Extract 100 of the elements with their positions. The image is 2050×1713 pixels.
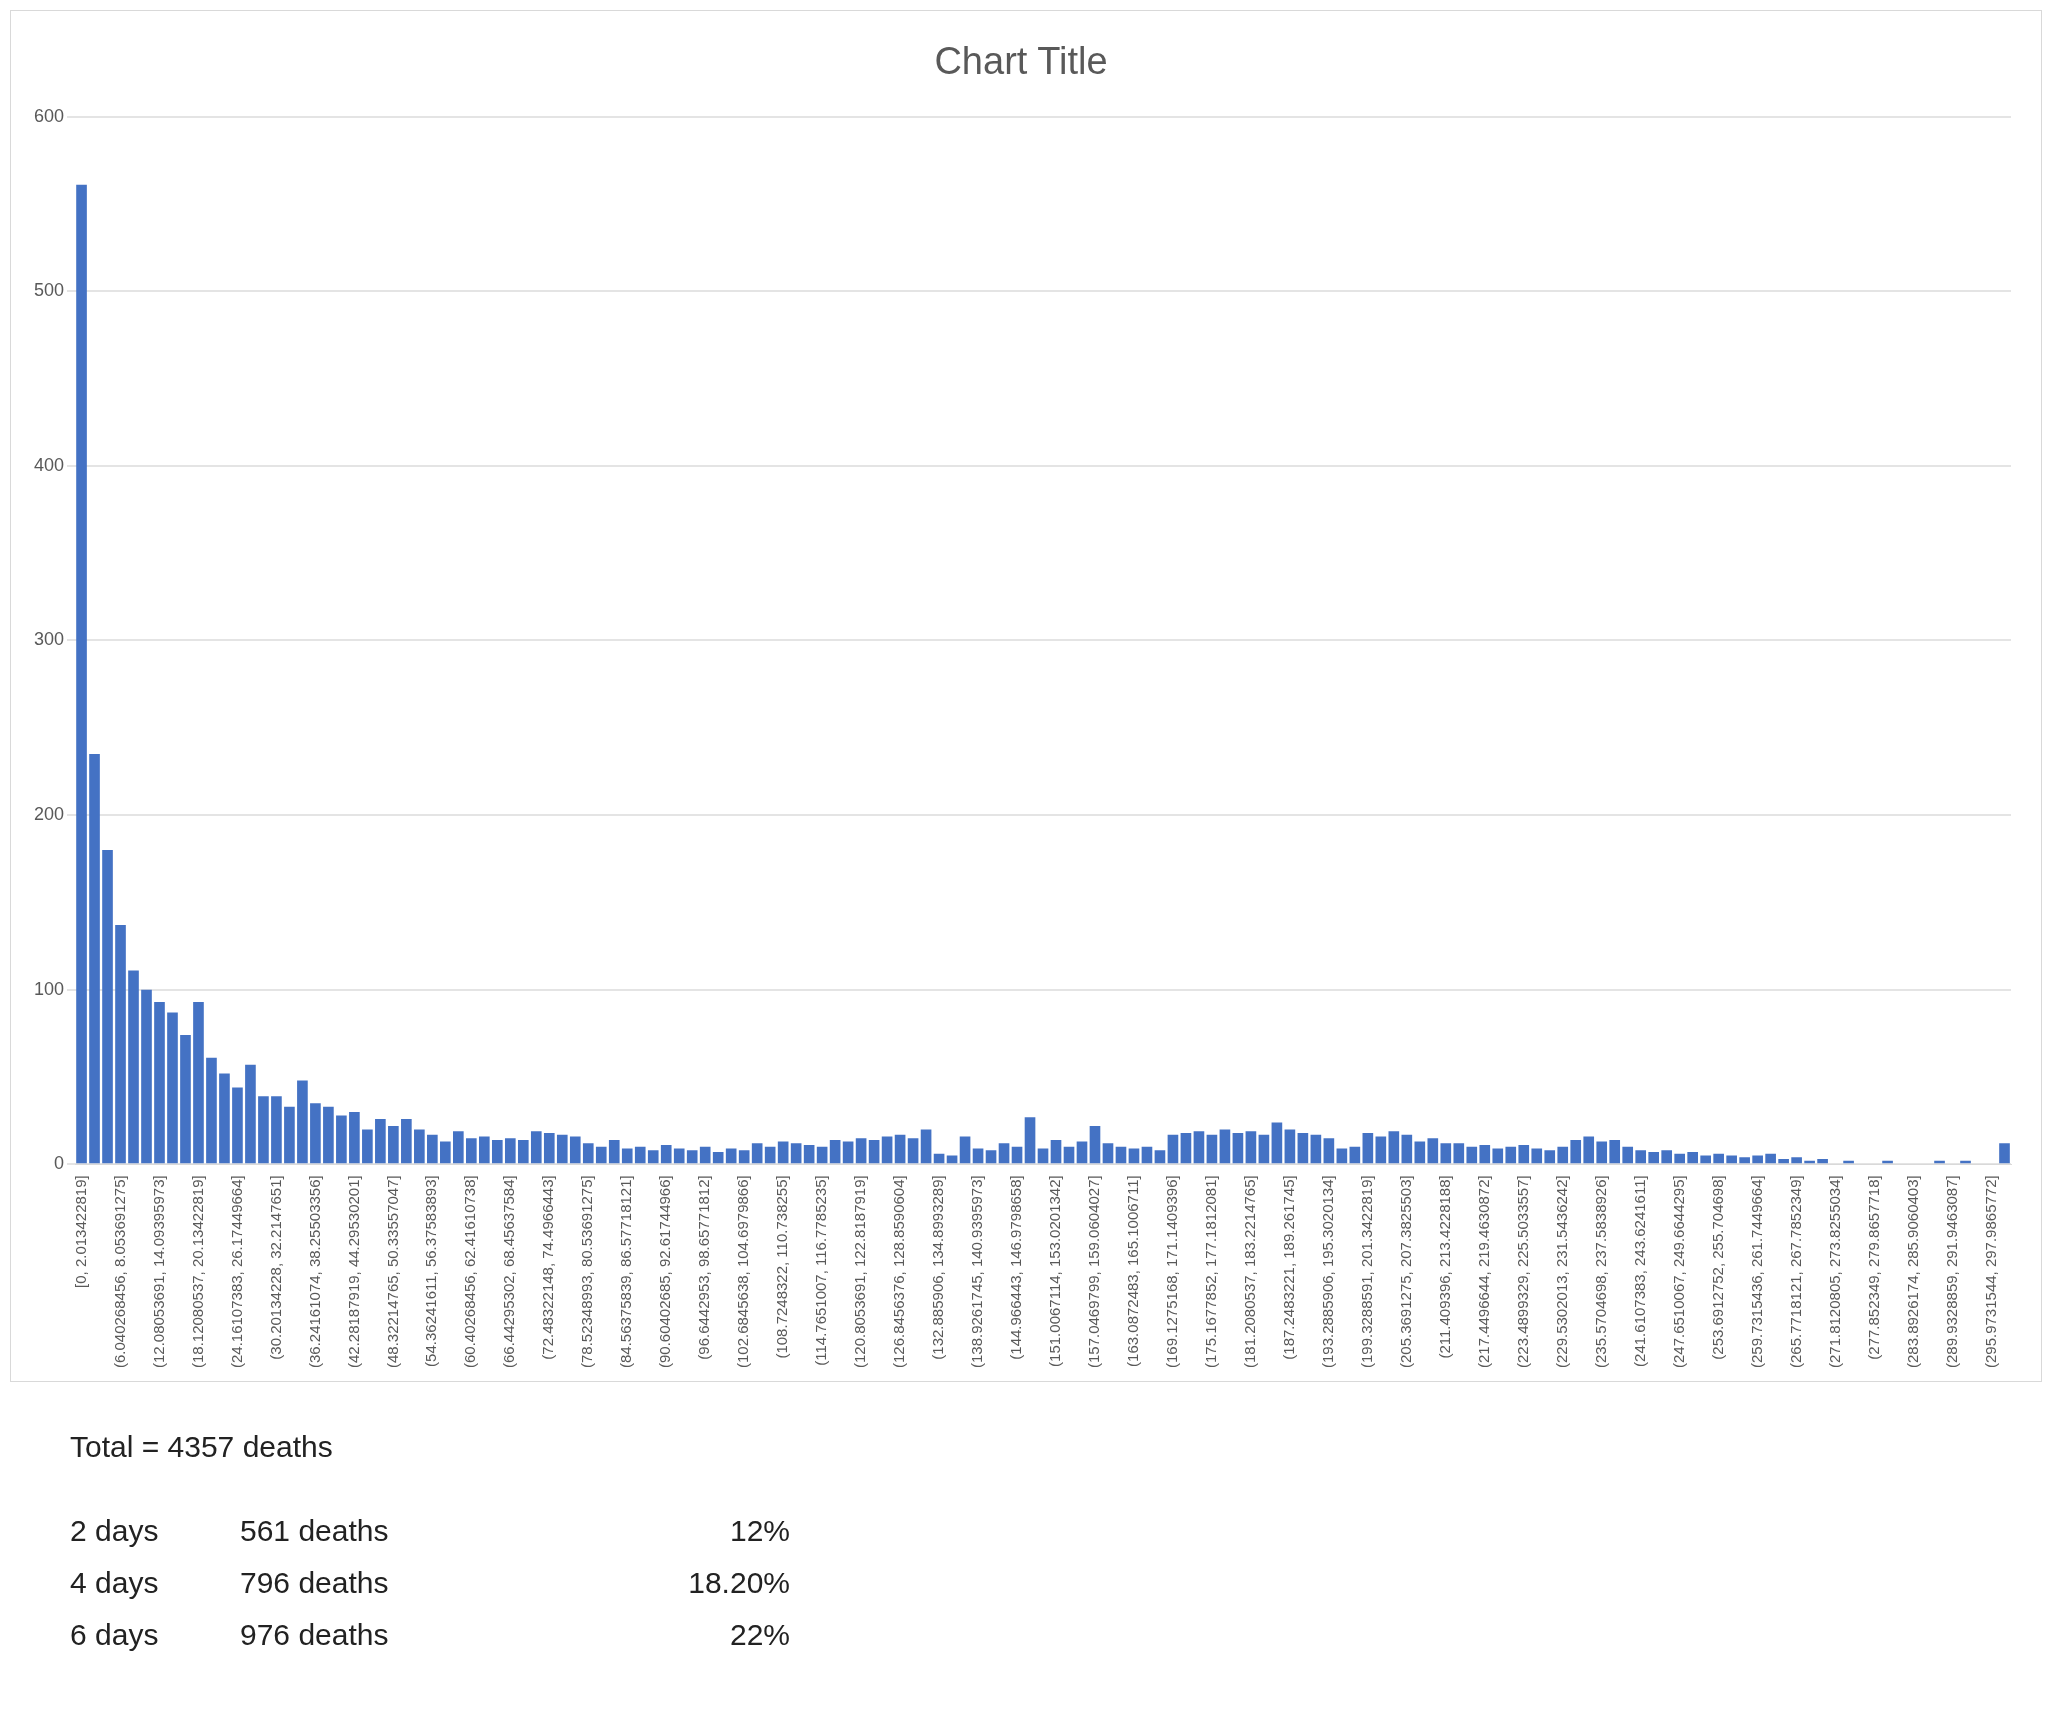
bar: [1635, 1150, 1647, 1164]
bar: [258, 1096, 269, 1164]
bar: [465, 1138, 477, 1164]
bar: [1375, 1136, 1387, 1164]
bar: [271, 1096, 282, 1164]
bar: [115, 925, 126, 1164]
text: 976 deaths: [240, 1618, 390, 1653]
bar: [725, 1148, 737, 1164]
bar: [985, 1150, 997, 1164]
bar: [1115, 1146, 1127, 1164]
x-tick-label: (229.5302013, 231.5436242]: [1552, 1175, 1570, 1369]
bar: [1726, 1155, 1737, 1164]
x-tick-label: (277.852349, 279.8657718]: [1864, 1175, 1882, 1360]
bar: [543, 1132, 555, 1164]
y-tick-label: 500: [33, 280, 65, 301]
bar: [154, 1001, 165, 1164]
bar: [660, 1145, 672, 1164]
x-tick-label: (259.7315436, 261.7449664]: [1747, 1175, 1765, 1369]
bar: [608, 1139, 620, 1164]
x-tick-label: (175.1677852, 177.1812081]: [1202, 1175, 1220, 1369]
bar: [1596, 1141, 1608, 1164]
x-tick-label: (205.3691275, 207.3825503]: [1396, 1175, 1414, 1369]
bar: [478, 1136, 490, 1164]
bar: [1154, 1150, 1166, 1164]
bar: [1102, 1143, 1114, 1164]
x-tick-label: (102.6845638, 104.6979866]: [734, 1175, 752, 1369]
bar: [1414, 1141, 1426, 1164]
x-tick-label: (54.36241611, 56.37583893]: [422, 1175, 440, 1367]
x-tick-label: (247.6510067, 249.6644295]: [1669, 1175, 1687, 1369]
bar: [673, 1148, 685, 1164]
bar: [427, 1134, 438, 1164]
text: 561 deaths: [240, 1514, 390, 1549]
bar: [998, 1143, 1010, 1164]
bar: [959, 1136, 971, 1164]
x-tick-label: (271.8120805, 273.8255034]: [1825, 1175, 1843, 1369]
x-tick-label: (187.2483221, 189.261745]: [1280, 1175, 1298, 1360]
bar: [1713, 1153, 1724, 1164]
x-tick-label: (12.08053691, 14.09395973]: [149, 1175, 167, 1369]
bar: [517, 1139, 529, 1164]
x-tick-label: (48.32214765, 50.33557047]: [383, 1175, 401, 1369]
x-tick-label: (211.409396, 213.4228188]: [1435, 1175, 1453, 1359]
bar: [1388, 1131, 1400, 1164]
x-tick-label: (157.0469799, 159.0604027]: [1085, 1175, 1103, 1369]
bar: [297, 1080, 308, 1164]
bar: [712, 1152, 724, 1164]
x-tick-label: (163.0872483, 165.1006711]: [1124, 1175, 1142, 1367]
bar: [1557, 1146, 1569, 1164]
text: 6 days: [70, 1618, 160, 1653]
bar: [362, 1129, 373, 1164]
bar: [1401, 1134, 1413, 1164]
x-tick-label: (151.0067114, 153.0201342]: [1046, 1175, 1064, 1367]
bar: [1076, 1141, 1088, 1164]
bar: [1791, 1157, 1802, 1164]
bar: [440, 1141, 451, 1164]
bar: [102, 850, 113, 1164]
bar: [647, 1150, 659, 1164]
bar: [1674, 1153, 1685, 1164]
bar: [1700, 1155, 1711, 1164]
bar: [1453, 1143, 1465, 1164]
y-tick-label: 100: [33, 978, 65, 999]
bar: [1622, 1146, 1634, 1164]
x-tick-label: (72.48322148, 74.4966443]: [539, 1175, 557, 1360]
bar: [1752, 1155, 1763, 1164]
bar: [1206, 1134, 1218, 1164]
x-tick-label: (36.24161074, 38.25503356]: [305, 1175, 323, 1369]
y-tick-label: 0: [54, 1153, 65, 1174]
x-tick-label: (90.60402685, 92.61744966]: [656, 1175, 674, 1369]
bar: [206, 1057, 217, 1164]
bar: [777, 1141, 789, 1164]
bar: [1089, 1125, 1101, 1164]
bar: [894, 1134, 906, 1164]
bar: [504, 1138, 516, 1164]
x-tick-label: (144.966443, 146.9798658]: [1007, 1175, 1025, 1360]
x-tick-label: (253.6912752, 255.704698]: [1708, 1175, 1726, 1360]
text: 22%: [728, 1618, 790, 1653]
bar: [1661, 1150, 1673, 1164]
text: 12%: [728, 1514, 790, 1549]
text: 4 days: [70, 1566, 160, 1601]
x-tick-label: (18.12080537, 20.13422819]: [188, 1175, 206, 1369]
bar: [1193, 1131, 1205, 1164]
bar: [803, 1145, 815, 1164]
x-tick-label: (120.8053691, 122.8187919]: [851, 1175, 869, 1369]
text: Total = 4357 deaths: [70, 1430, 334, 1464]
x-tick-label: (199.3288591, 201.3422819]: [1357, 1175, 1375, 1369]
bar: [1479, 1145, 1491, 1164]
bar: [323, 1106, 334, 1164]
bar: [1583, 1136, 1595, 1164]
x-tick-label: (24.16107383, 26.17449664]: [227, 1175, 245, 1369]
bar: [1063, 1146, 1075, 1164]
x-tick-label: (193.2885906, 195.3020134]: [1319, 1175, 1336, 1369]
bar: [1050, 1139, 1062, 1164]
bar: [1180, 1132, 1192, 1164]
bar: [920, 1129, 932, 1164]
bar: [764, 1146, 776, 1164]
bar: [1349, 1146, 1361, 1164]
bar: [816, 1146, 828, 1164]
x-tick-label: (30.20134228, 32.2147651]: [266, 1175, 284, 1360]
bar: [881, 1136, 893, 1164]
bar: [569, 1136, 581, 1164]
x-tick-label: (295.9731544, 297.9865772]: [1981, 1175, 1999, 1369]
